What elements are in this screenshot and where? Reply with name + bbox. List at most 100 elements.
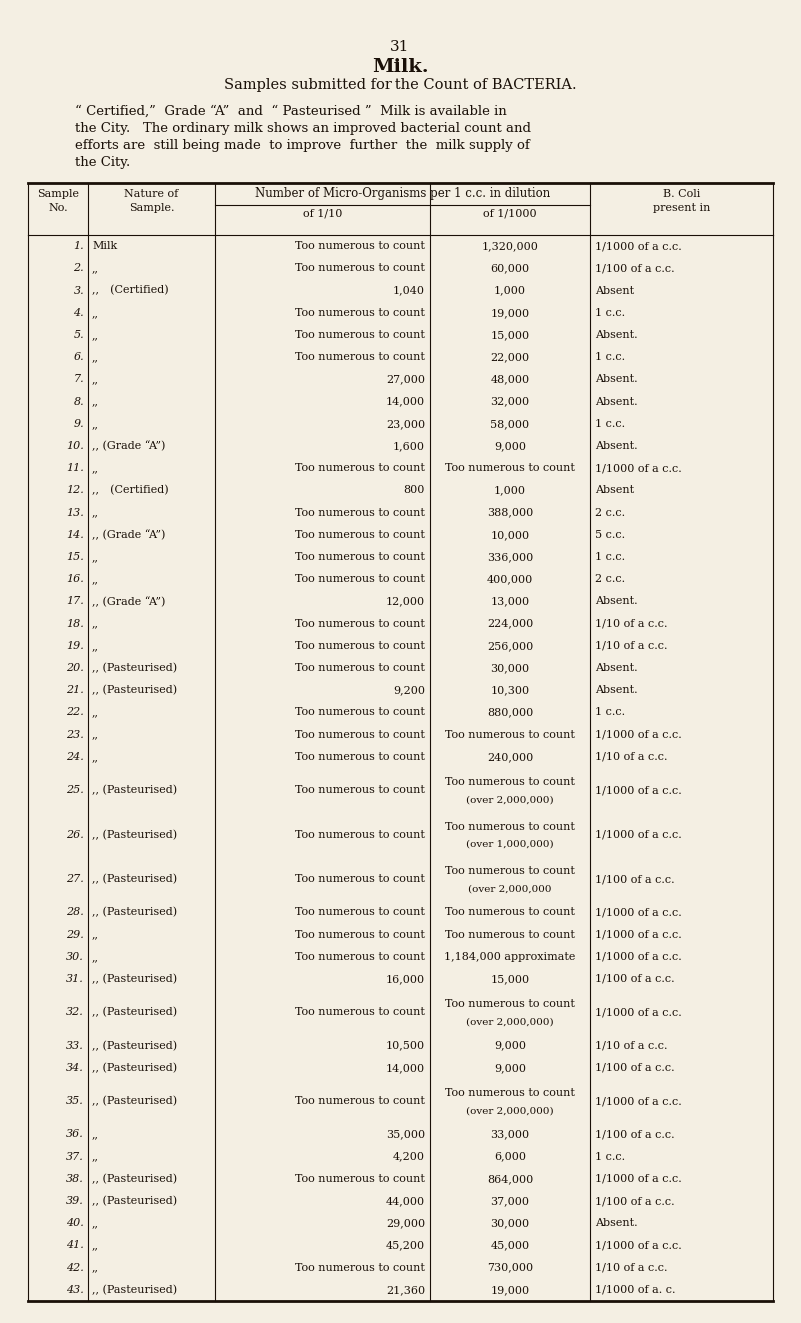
- Text: ,,: ,,: [92, 640, 99, 651]
- Text: Absent.: Absent.: [595, 1218, 638, 1228]
- Text: ,, (Grade “A”): ,, (Grade “A”): [92, 441, 165, 451]
- Text: Absent.: Absent.: [595, 597, 638, 606]
- Text: Too numerous to count: Too numerous to count: [445, 463, 575, 474]
- Text: 1,000: 1,000: [494, 486, 526, 495]
- Text: Too numerous to count: Too numerous to count: [295, 463, 425, 474]
- Text: Too numerous to count: Too numerous to count: [295, 908, 425, 917]
- Text: 36.: 36.: [66, 1130, 84, 1139]
- Text: 12,000: 12,000: [386, 597, 425, 606]
- Text: ,,: ,,: [92, 263, 99, 274]
- Text: 35.: 35.: [66, 1097, 84, 1106]
- Text: 45,000: 45,000: [490, 1241, 529, 1250]
- Text: 1,320,000: 1,320,000: [481, 241, 538, 251]
- Text: ,,: ,,: [92, 374, 99, 385]
- Text: 2 c.c.: 2 c.c.: [595, 574, 625, 585]
- Text: ,, (Pasteurised): ,, (Pasteurised): [92, 785, 177, 795]
- Text: 1/10 of a c.c.: 1/10 of a c.c.: [595, 751, 667, 762]
- Text: the City.: the City.: [75, 156, 131, 169]
- Text: 8.: 8.: [74, 397, 84, 406]
- Text: ,, (Pasteurised): ,, (Pasteurised): [92, 1040, 177, 1050]
- Text: ,,: ,,: [92, 1262, 99, 1273]
- Text: Absent.: Absent.: [595, 397, 638, 406]
- Text: 20.: 20.: [66, 663, 84, 673]
- Text: ,,: ,,: [92, 397, 99, 406]
- Text: 1/10 of a c.c.: 1/10 of a c.c.: [595, 1262, 667, 1273]
- Text: ,, (Pasteurised): ,, (Pasteurised): [92, 1174, 177, 1184]
- Text: Too numerous to count: Too numerous to count: [295, 930, 425, 939]
- Text: Too numerous to count: Too numerous to count: [445, 867, 575, 876]
- Text: 1,040: 1,040: [393, 286, 425, 295]
- Text: 23,000: 23,000: [386, 419, 425, 429]
- Text: 13,000: 13,000: [490, 597, 529, 606]
- Text: (over 2,000,000): (over 2,000,000): [466, 1017, 553, 1027]
- Text: 44,000: 44,000: [386, 1196, 425, 1207]
- Text: ,, (Pasteurised): ,, (Pasteurised): [92, 1196, 177, 1207]
- Text: 2.: 2.: [74, 263, 84, 274]
- Text: 9,000: 9,000: [494, 1062, 526, 1073]
- Text: ,, (Pasteurised): ,, (Pasteurised): [92, 1007, 177, 1017]
- Text: No.: No.: [48, 202, 68, 213]
- Text: Too numerous to count: Too numerous to count: [295, 263, 425, 274]
- Text: 1/1000 of a c.c.: 1/1000 of a c.c.: [595, 241, 682, 251]
- Text: Milk: Milk: [92, 241, 117, 251]
- Text: 11.: 11.: [66, 463, 84, 474]
- Text: 1/100 of a c.c.: 1/100 of a c.c.: [595, 1062, 674, 1073]
- Text: 33.: 33.: [66, 1041, 84, 1050]
- Text: 1 c.c.: 1 c.c.: [595, 708, 625, 717]
- Text: Too numerous to count: Too numerous to count: [295, 730, 425, 740]
- Text: 1/1000 of a c.c.: 1/1000 of a c.c.: [595, 951, 682, 962]
- Text: 15,000: 15,000: [490, 329, 529, 340]
- Text: 19,000: 19,000: [490, 1285, 529, 1295]
- Text: 336,000: 336,000: [487, 552, 533, 562]
- Text: (over 1,000,000): (over 1,000,000): [466, 840, 553, 849]
- Text: 38.: 38.: [66, 1174, 84, 1184]
- Text: 9.: 9.: [74, 419, 84, 429]
- Text: 730,000: 730,000: [487, 1262, 533, 1273]
- Text: the City.   The ordinary milk shows an improved bacterial count and: the City. The ordinary milk shows an imp…: [75, 122, 531, 135]
- Text: 42.: 42.: [66, 1262, 84, 1273]
- Text: 10.: 10.: [66, 441, 84, 451]
- Text: 1/100 of a c.c.: 1/100 of a c.c.: [595, 974, 674, 984]
- Text: Too numerous to count: Too numerous to count: [445, 908, 575, 917]
- Text: 388,000: 388,000: [487, 508, 533, 517]
- Text: ,, (Pasteurised): ,, (Pasteurised): [92, 685, 177, 696]
- Text: 256,000: 256,000: [487, 640, 533, 651]
- Text: ,, (Pasteurised): ,, (Pasteurised): [92, 1285, 177, 1295]
- Text: of 1/10: of 1/10: [303, 209, 342, 220]
- Text: 22.: 22.: [66, 708, 84, 717]
- Text: 16,000: 16,000: [386, 974, 425, 984]
- Text: Absent: Absent: [595, 486, 634, 495]
- Text: 32.: 32.: [66, 1007, 84, 1017]
- Text: Milk.: Milk.: [372, 58, 429, 75]
- Text: Too numerous to count: Too numerous to count: [295, 329, 425, 340]
- Text: Sample: Sample: [37, 189, 79, 198]
- Text: 1/10 of a c.c.: 1/10 of a c.c.: [595, 640, 667, 651]
- Text: 4,200: 4,200: [393, 1151, 425, 1162]
- Text: Too numerous to count: Too numerous to count: [295, 1007, 425, 1017]
- Text: (over 2,000,000): (over 2,000,000): [466, 795, 553, 804]
- Text: Too numerous to count: Too numerous to count: [295, 508, 425, 517]
- Text: 15.: 15.: [66, 552, 84, 562]
- Text: 1 c.c.: 1 c.c.: [595, 419, 625, 429]
- Text: 800: 800: [404, 486, 425, 495]
- Text: (over 2,000,000): (over 2,000,000): [466, 1106, 553, 1115]
- Text: Absent.: Absent.: [595, 374, 638, 385]
- Text: ,,: ,,: [92, 463, 99, 474]
- Text: 1 c.c.: 1 c.c.: [595, 308, 625, 318]
- Text: Too numerous to count: Too numerous to count: [295, 241, 425, 251]
- Text: 18.: 18.: [66, 619, 84, 628]
- Text: ,,: ,,: [92, 352, 99, 363]
- Text: ,, (Pasteurised): ,, (Pasteurised): [92, 1095, 177, 1106]
- Text: Too numerous to count: Too numerous to count: [295, 619, 425, 628]
- Text: ,,: ,,: [92, 1241, 99, 1250]
- Text: Too numerous to count: Too numerous to count: [295, 352, 425, 363]
- Text: 1/1000 of a c.c.: 1/1000 of a c.c.: [595, 1097, 682, 1106]
- Text: 19,000: 19,000: [490, 308, 529, 318]
- Text: 45,200: 45,200: [386, 1241, 425, 1250]
- Text: ,,: ,,: [92, 730, 99, 740]
- Text: 5 c.c.: 5 c.c.: [595, 529, 625, 540]
- Text: 6,000: 6,000: [494, 1151, 526, 1162]
- Text: 40.: 40.: [66, 1218, 84, 1228]
- Text: 28.: 28.: [66, 908, 84, 917]
- Text: 14,000: 14,000: [386, 1062, 425, 1073]
